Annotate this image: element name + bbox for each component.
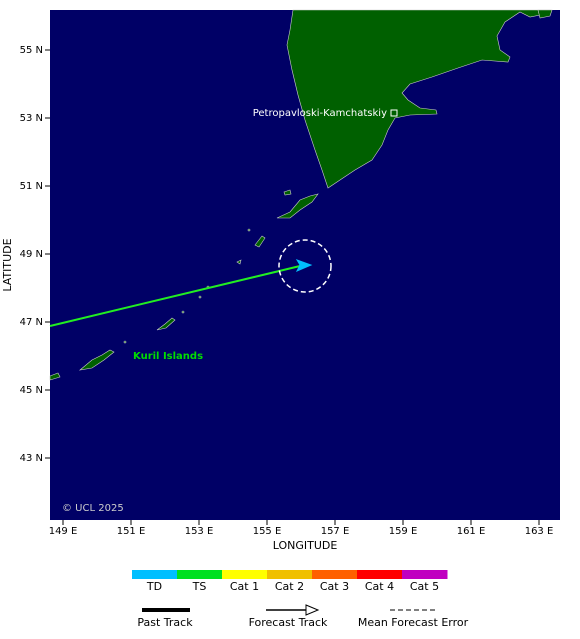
category-swatch [312,570,358,579]
category-swatch [267,570,313,579]
category-label: Cat 5 [410,580,439,593]
x-tick-label: 163 E [525,526,554,537]
legend-label: Past Track [137,616,193,629]
axis-ticks: 149 E 151 E 153 E 155 E 157 E 159 E 161 E 163 E… [20,45,554,537]
category-label: TD [146,580,162,593]
x-tick-label: 151 E [117,526,146,537]
past-track [49,265,301,327]
y-tick-label: 47 N [20,317,43,328]
category-swatch [177,570,223,579]
category-label: TS [192,580,207,593]
y-tick-label: 55 N [20,45,43,56]
x-tick-label: 149 E [49,526,78,537]
x-tick-label: 155 E [253,526,282,537]
category-swatch [132,570,178,579]
legend: Past Track Forecast Track Mean Forecast … [132,570,469,629]
y-axis-label: LATITUDE [1,238,14,291]
category-swatch [357,570,403,579]
x-tick-label: 159 E [389,526,418,537]
y-tick-label: 43 N [20,453,43,464]
city-label: Petropavloski-Kamchatskiy [253,108,387,119]
credit: © UCL 2025 [62,503,124,514]
category-label: Cat 3 [320,580,349,593]
forecast-error-circle [278,239,332,293]
city-marker [390,109,398,117]
land [49,9,553,381]
x-tick-label: 153 E [185,526,214,537]
x-tick-label: 157 E [321,526,350,537]
category-swatch [222,570,268,579]
category-label: Cat 4 [365,580,394,593]
legend-label: Mean Forecast Error [358,616,469,629]
y-tick-label: 49 N [20,249,43,260]
y-tick-label: 45 N [20,385,43,396]
category-label: Cat 2 [275,580,304,593]
forecast-arrow [305,604,320,616]
category-swatch [402,570,448,579]
category-label: Cat 1 [230,580,259,593]
y-tick-label: 51 N [20,181,43,192]
region-label: Kuril Islands [133,351,203,362]
y-tick-label: 53 N [20,113,43,124]
storm-position [295,259,313,272]
x-tick-label: 161 E [457,526,486,537]
x-axis-label: LONGITUDE [273,539,338,552]
legend-label: Forecast Track [249,616,328,629]
